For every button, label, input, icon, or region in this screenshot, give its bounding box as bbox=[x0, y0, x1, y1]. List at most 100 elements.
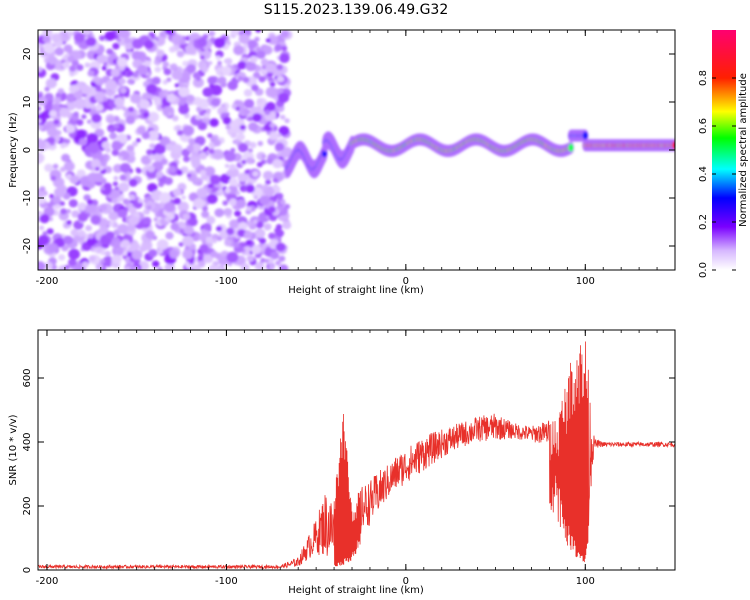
heatmap-noise-blob bbox=[128, 194, 136, 201]
heatmap-noise-blob bbox=[209, 83, 215, 88]
heatmap-noise-blob bbox=[47, 202, 54, 208]
heatmap-noise-blob bbox=[77, 202, 88, 211]
heatmap-noise-blob bbox=[272, 177, 278, 183]
heatmap-noise-blob bbox=[229, 219, 239, 229]
heatmap-noise-blob bbox=[233, 45, 245, 56]
heatmap-noise-blob bbox=[238, 33, 250, 44]
heatmap-noise-blob bbox=[264, 187, 275, 197]
heatmap-noise-blob bbox=[146, 83, 158, 95]
heatmap-noise-blob bbox=[105, 231, 115, 240]
heatmap-noise-blob bbox=[222, 116, 232, 125]
heatmap-noise-blob bbox=[270, 251, 280, 260]
heatmap-noise-blob bbox=[224, 57, 233, 65]
heatmap-noise-blob bbox=[195, 76, 201, 82]
heatmap-noise-blob bbox=[243, 230, 253, 239]
heatmap-noise-blob bbox=[142, 112, 150, 118]
snr-ylabel: SNR (10 * v/v) bbox=[8, 414, 19, 485]
heatmap-noise-blob bbox=[147, 130, 160, 141]
heatmap-noise-blob bbox=[203, 254, 214, 264]
y-tick-label: 10 bbox=[22, 96, 33, 109]
heatmap-noise-blob bbox=[109, 132, 117, 140]
heatmap-noise-blob bbox=[39, 214, 50, 224]
heatmap-noise-blob bbox=[269, 131, 279, 140]
heatmap-noise-blob bbox=[61, 153, 71, 162]
heatmap-noise-blob bbox=[206, 194, 218, 204]
heatmap-noise-blob bbox=[154, 143, 166, 155]
heatmap-noise-blob bbox=[108, 128, 114, 132]
heatmap-noise-blob bbox=[224, 163, 230, 168]
heatmap-noise-blob bbox=[227, 80, 238, 91]
heatmap-noise-blob bbox=[236, 133, 245, 141]
heatmap-noise-blob bbox=[172, 188, 182, 197]
heatmap-noise-blob bbox=[108, 221, 115, 227]
heatmap-noise-blob bbox=[237, 221, 248, 231]
heatmap-noise-blob bbox=[182, 125, 195, 136]
heatmap-noise-blob bbox=[38, 96, 48, 106]
heatmap-noise-blob bbox=[169, 46, 176, 53]
heatmap-noise-blob bbox=[237, 229, 246, 238]
heatmap-noise-blob bbox=[265, 38, 271, 43]
heatmap-noise-blob bbox=[124, 42, 133, 51]
heatmap-noise-blob bbox=[279, 53, 290, 64]
heatmap-noise-blob bbox=[252, 170, 259, 177]
heatmap-noise-blob bbox=[168, 165, 177, 173]
heatmap-noise-blob bbox=[237, 218, 243, 223]
heatmap-noise-blob bbox=[76, 169, 86, 178]
y-tick-label: -10 bbox=[22, 190, 33, 206]
heatmap-noise-blob bbox=[268, 232, 276, 240]
heatmap-noise-blob bbox=[140, 155, 151, 165]
colorbar-tick-label: 0.4 bbox=[698, 166, 709, 182]
heatmap-noise-blob bbox=[203, 112, 210, 119]
heatmap-noise-blob bbox=[117, 223, 129, 235]
heatmap-noise-blob bbox=[188, 217, 198, 227]
heatmap-noise-blob bbox=[276, 64, 284, 71]
heatmap-noise-blob bbox=[91, 113, 102, 123]
heatmap-noise-blob bbox=[246, 157, 254, 165]
heatmap-noise-blob bbox=[275, 192, 284, 200]
heatmap-noise-blob bbox=[51, 103, 61, 112]
heatmap-noise-blob bbox=[230, 132, 237, 139]
heatmap-noise-blob bbox=[278, 264, 289, 270]
heatmap-noise-blob bbox=[234, 210, 242, 217]
heatmap-noise-blob bbox=[166, 77, 172, 82]
heatmap-noise-blob bbox=[199, 169, 207, 176]
heatmap-noise-blob bbox=[249, 141, 257, 149]
heatmap-noise-blob bbox=[197, 37, 208, 48]
heatmap-noise-blob bbox=[176, 169, 183, 176]
heatmap-noise-blob bbox=[117, 209, 128, 218]
heatmap-noise-blob bbox=[207, 133, 213, 139]
figure-title: S115.2023.139.06.49.G32 bbox=[264, 2, 449, 18]
heatmap-noise-blob bbox=[51, 196, 62, 205]
heatmap-noise-blob bbox=[166, 93, 176, 103]
colorbar-label: Normalized spectral amplitude bbox=[738, 73, 749, 227]
heatmap-noise-blob bbox=[100, 258, 105, 264]
heatmap-noise-blob bbox=[148, 154, 156, 161]
heatmap-noise-blob bbox=[278, 255, 286, 262]
heatmap-noise-blob bbox=[277, 92, 290, 103]
heatmap-noise-blob bbox=[136, 111, 141, 116]
heatmap-noise-blob bbox=[76, 64, 84, 71]
heatmap-noise-blob bbox=[112, 42, 120, 50]
heatmap-noise-blob bbox=[223, 208, 233, 216]
heatmap-noise-blob bbox=[38, 139, 46, 150]
heatmap-noise-blob bbox=[237, 172, 248, 182]
heatmap-noise-blob bbox=[251, 244, 262, 255]
heatmap-noise-blob bbox=[178, 86, 190, 98]
heatmap-noise-blob bbox=[57, 88, 65, 94]
heatmap-noise-blob bbox=[128, 106, 135, 113]
heatmap-noise-blob bbox=[218, 191, 224, 196]
heatmap-noise-blob bbox=[217, 76, 227, 85]
heatmap-noise-blob bbox=[255, 30, 261, 33]
heatmap-noise-blob bbox=[116, 37, 121, 42]
heatmap-noise-blob bbox=[99, 35, 106, 41]
heatmap-noise-blob bbox=[240, 263, 250, 270]
heatmap-noise-blob bbox=[211, 98, 221, 107]
x-tick-label: 0 bbox=[403, 276, 409, 287]
heatmap-noise-blob bbox=[243, 89, 253, 97]
heatmap-noise-blob bbox=[124, 37, 132, 44]
y-tick-label: -20 bbox=[22, 238, 33, 254]
heatmap-noise-blob bbox=[106, 48, 114, 55]
heatmap-noise-blob bbox=[68, 248, 80, 260]
y-tick-label: 400 bbox=[22, 432, 33, 451]
heatmap-noise-blob bbox=[173, 197, 181, 205]
